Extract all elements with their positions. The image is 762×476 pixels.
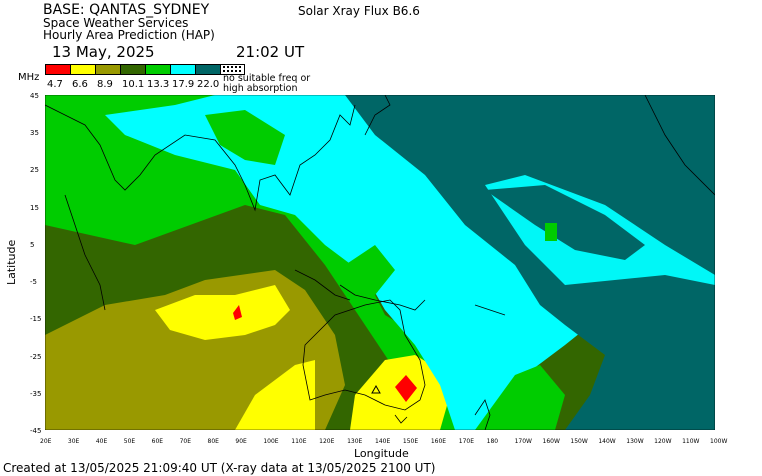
legend-value-label: 10.1 (122, 79, 145, 90)
latitude-tick-label: -35 (30, 389, 42, 398)
legend-swatch (170, 64, 196, 75)
latitude-tick-label: -25 (30, 352, 42, 361)
longitude-tick-label: 170W (514, 438, 532, 445)
region-22-0 (345, 95, 715, 430)
region-6-6-indian-ocean (155, 285, 290, 340)
latitude-tick-label: 15 (30, 203, 39, 212)
longitude-tick-label: 140W (598, 438, 616, 445)
longitude-tick-label: 50E (123, 438, 136, 445)
longitude-tick-label: 160E (430, 438, 447, 445)
forecast-date: 13 May, 2025 (52, 43, 155, 61)
region-13-3-south-pacific (475, 365, 565, 430)
longitude-tick-label: 60E (151, 438, 164, 445)
base-station-title: BASE: QANTAS_SYDNEY (43, 2, 210, 18)
legend-swatch (145, 64, 171, 75)
legend-value-label: 22.0 (197, 79, 220, 90)
legend-swatch (70, 64, 96, 75)
longitude-tick-label: 20E (40, 438, 52, 445)
footer-timestamp: Created at 13/05/2025 21:09:40 UT (X-ray… (3, 461, 436, 475)
region-4-7-indian-ocean (233, 305, 242, 320)
latitude-tick-label: 25 (30, 166, 39, 175)
longitude-tick-label: 120E (319, 438, 335, 445)
longitude-tick-label: 170E (458, 438, 474, 445)
legend-value-label: 8.9 (97, 79, 113, 90)
longitude-tick-label: 100E (263, 438, 279, 445)
product-name: Hourly Area Prediction (HAP) (43, 28, 215, 42)
hap-map (45, 95, 715, 430)
latitude-tick-label: 5 (30, 240, 35, 249)
y-axis-label: Latitude (5, 239, 18, 285)
x-axis-label: Longitude (354, 447, 409, 460)
region-4-7-base-station (395, 375, 417, 402)
legend-value-label: 13.3 (147, 79, 170, 90)
latitude-tick-label: 45 (30, 92, 39, 100)
longitude-tick-label: 70E (179, 438, 192, 445)
latitude-tick-label: -15 (30, 315, 42, 324)
legend-value-label: 17.9 (172, 79, 195, 90)
coastlines (45, 95, 715, 430)
longitude-tick-label: 180 (486, 438, 499, 445)
legend-swatch (195, 64, 221, 75)
longitude-tick-label: 150W (570, 438, 588, 445)
region-6-6-south-west (235, 360, 315, 430)
latitude-tick-label: 35 (30, 129, 39, 138)
longitude-tick-label: 100W (710, 438, 728, 445)
longitude-tick-label: 30E (67, 438, 80, 445)
base-station-marker (371, 384, 381, 394)
latitude-tick-label: -45 (30, 427, 42, 435)
longitude-tick-label: 130E (347, 438, 363, 445)
legend-unit: MHz (18, 72, 40, 83)
longitude-tick-label: 40E (95, 438, 108, 445)
longitude-tick-label: 120W (654, 438, 672, 445)
longitude-tick-label: 130W (626, 438, 644, 445)
longitude-tick-label: 90E (235, 438, 247, 445)
legend-value-label: 6.6 (72, 79, 88, 90)
longitude-tick-label: 110E (291, 438, 307, 445)
no-freq-label: no suitable freq or high absorption (223, 73, 311, 94)
latitude-tick-label: -5 (30, 278, 37, 287)
legend-swatch (120, 64, 146, 75)
longitude-tick-label: 160W (542, 438, 560, 445)
no-freq-swatch (220, 64, 245, 75)
forecast-time: 21:02 UT (236, 43, 305, 61)
region-22-0-pacific-inner (485, 185, 645, 260)
legend-value-label: 4.7 (47, 79, 63, 90)
region-13-3-asia (205, 110, 285, 165)
region-22-0-pacific-mid (565, 275, 715, 315)
legend-swatch (95, 64, 121, 75)
solar-xray-flux: Solar Xray Flux B6.6 (298, 4, 420, 18)
legend-swatch (45, 64, 71, 75)
region-13-3-indonesia (345, 245, 395, 295)
agency-name: Space Weather Services (43, 16, 189, 30)
longitude-tick-label: 110W (682, 438, 700, 445)
longitude-tick-label: 80E (207, 438, 219, 445)
longitude-tick-label: 150E (402, 438, 419, 445)
longitude-tick-label: 140E (375, 438, 391, 445)
region-13-3-pacific-islet (545, 223, 557, 241)
